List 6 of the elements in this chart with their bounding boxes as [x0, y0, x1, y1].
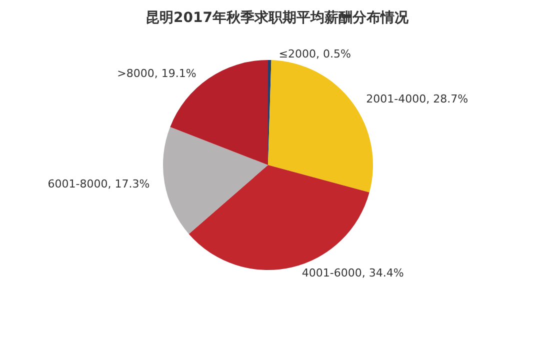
- slice-label: 6001-8000, 17.3%: [48, 178, 150, 191]
- slice-label: 2001-4000, 28.7%: [366, 92, 468, 106]
- slice-label: 4001-6000, 34.4%: [302, 266, 404, 280]
- slice-label: ≤2000, 0.5%: [278, 48, 351, 61]
- chart-title: 昆明2017年秋季求职期平均薪酬分布情况: [146, 9, 410, 26]
- slice-label: >8000, 19.1%: [117, 66, 196, 80]
